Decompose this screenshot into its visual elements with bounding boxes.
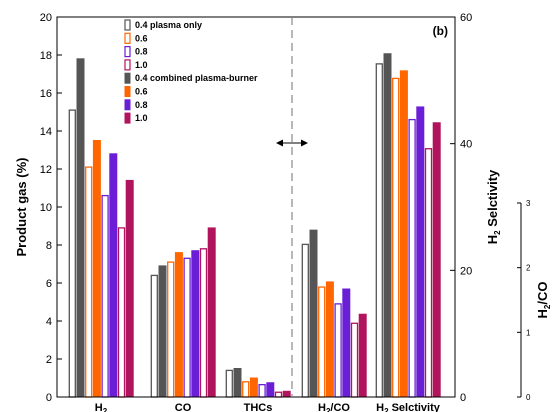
y-left-tick-label: 10: [40, 202, 52, 214]
y-left-tick-label: 16: [40, 88, 52, 100]
bar-combined-1-0: [432, 122, 441, 398]
legend: 0.4 plasma only 0.6 0.8 1.0 0.4 combined pla…: [124, 19, 258, 124]
bar-combined-0-4-combined-plasma-burner: [158, 265, 167, 398]
bar-plasma-1-0: [274, 391, 283, 398]
bar-plasma-0-6: [85, 166, 93, 398]
bar-plasma-0-8: [183, 257, 191, 398]
bar-plasma-0-8: [408, 118, 416, 398]
y-right-selectivity-title: H2 Selctivity: [485, 169, 502, 244]
bar-combined-0-6: [399, 70, 408, 398]
legend-label: 1.0: [135, 113, 148, 123]
bar-plasma-0-6: [167, 261, 175, 398]
legend-label: 0.8: [135, 100, 148, 110]
category-label: H2: [95, 402, 108, 412]
bar-combined-0-6: [174, 252, 183, 398]
legend-label: 0.6: [135, 87, 148, 97]
legend-swatch: [124, 59, 131, 71]
bar-plasma-0-6: [318, 286, 326, 398]
category-label: H2/CO: [318, 402, 350, 412]
y-left-axis-title: Product gas (%): [14, 158, 29, 257]
bar-plasma-0-8: [334, 303, 342, 398]
y-left-tick-label: 20: [40, 12, 52, 24]
bar-plasma-0-4-plasma-only: [301, 243, 309, 398]
bar-plasma-0-8: [101, 194, 109, 398]
divider-arrow-right-head: [301, 139, 308, 147]
bar-combined-0-6: [249, 377, 258, 398]
legend-swatch: [124, 99, 131, 111]
y-left-tick-label: 12: [40, 164, 52, 176]
bar-combined-0-8: [191, 250, 200, 398]
decorations: (b): [276, 17, 448, 397]
ratio-tick-label: 2: [526, 264, 531, 273]
bar-combined-0-4-combined-plasma-burner: [233, 368, 242, 398]
bar-combined-0-8: [266, 382, 275, 398]
bar-combined-0-4-combined-plasma-burner: [309, 229, 318, 398]
bar-combined-0-6: [325, 281, 334, 398]
bar-plasma-0-4-plasma-only: [225, 369, 233, 398]
category-label: H2 Selctivity: [376, 402, 441, 412]
ratio-tick-label: 3: [526, 199, 531, 208]
ratio-tick-label: 1: [526, 328, 531, 337]
y-left-tick-label: 14: [40, 126, 52, 138]
category-label: CO: [175, 402, 192, 412]
bar-plasma-0-8: [258, 383, 266, 398]
bar-plasma-0-6: [242, 381, 250, 398]
divider-arrow-left-head: [276, 139, 283, 147]
y-right-tick-label: 60: [460, 12, 472, 24]
y-left-tick-label: 8: [46, 240, 52, 252]
legend-swatch: [124, 72, 131, 84]
bar-plasma-1-0: [424, 148, 433, 398]
y-right-tick-label: 40: [460, 139, 472, 151]
bar-plasma-1-0: [199, 248, 208, 398]
bar-combined-0-8: [416, 106, 425, 398]
y-right-tick-label: 0: [460, 392, 466, 404]
y-left-tick-label: 4: [46, 316, 52, 328]
bar-combined-1-0: [125, 179, 134, 398]
ratio-axis-title: H2/CO: [535, 282, 552, 319]
bar-combined-0-4-combined-plasma-burner: [383, 53, 392, 398]
legend-swatch: [124, 112, 131, 124]
bar-plasma-0-4-plasma-only: [68, 109, 76, 398]
legend-label: 0.4 plasma only: [135, 20, 202, 30]
bar-combined-1-0: [282, 390, 291, 398]
panel-label: (b): [433, 24, 448, 38]
legend-swatch: [124, 86, 131, 97]
legend-swatch: [124, 19, 131, 31]
bar-combined-0-4-combined-plasma-burner: [76, 58, 85, 398]
bar-combined-1-0: [358, 313, 367, 398]
bar-combined-1-0: [207, 227, 216, 398]
legend-label: 0.6: [135, 33, 148, 43]
y-right-tick-label: 20: [460, 265, 472, 277]
bar-plasma-0-6: [392, 77, 400, 398]
bar-combined-0-8: [342, 288, 351, 398]
bar-plasma-1-0: [350, 322, 359, 398]
legend-label: 0.4 combined plasma-burner: [135, 73, 258, 83]
legend-label: 0.8: [135, 47, 148, 57]
ratio-tick-label: 0: [526, 393, 531, 402]
legend-swatch: [124, 32, 131, 44]
y-left-tick-label: 2: [46, 354, 52, 366]
bar-combined-0-8: [109, 153, 118, 398]
y-left-tick-label: 6: [46, 278, 52, 290]
category-label: THCs: [244, 402, 273, 412]
bar-combined-0-6: [92, 140, 101, 398]
y-left-tick-label: 0: [46, 392, 52, 404]
legend-label: 1.0: [135, 60, 148, 70]
bar-plasma-1-0: [117, 227, 126, 398]
y-left-tick-label: 18: [40, 50, 52, 62]
bar-plasma-0-4-plasma-only: [150, 274, 158, 398]
bar-plasma-0-4-plasma-only: [375, 63, 383, 398]
legend-swatch: [124, 45, 131, 58]
